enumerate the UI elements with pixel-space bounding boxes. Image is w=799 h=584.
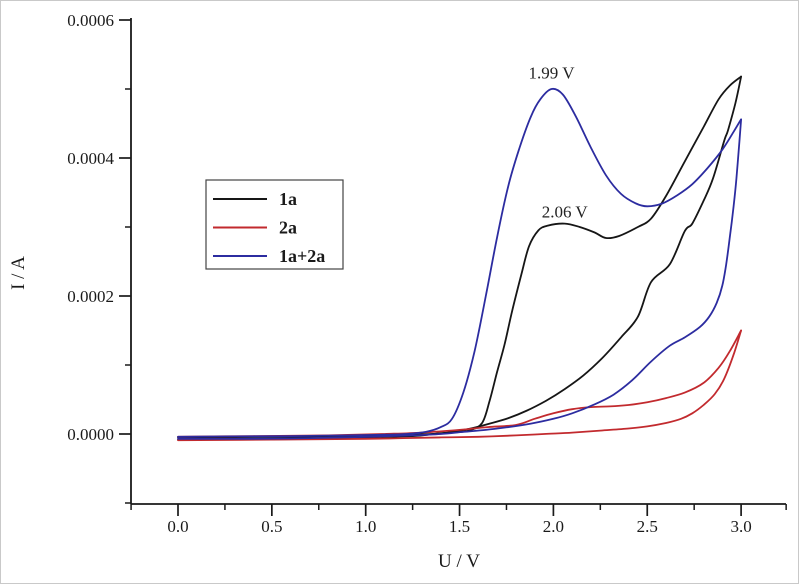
- y-tick-label: 0.0002: [67, 287, 114, 306]
- legend-border: [205, 179, 344, 270]
- curve-2a-forward: [177, 329, 742, 438]
- x-tick-label: 0.0: [167, 517, 188, 536]
- legend-box: 1a 2a 1a+2a: [205, 179, 344, 270]
- y-tick-label: 0.0006: [67, 11, 114, 30]
- y-axis-title: I / A: [8, 256, 29, 290]
- peak-label: 2.06 V: [542, 202, 589, 221]
- curves: [177, 75, 742, 442]
- y-tick-label: 0.0004: [67, 149, 114, 168]
- x-tick-label: 2.0: [543, 517, 564, 536]
- y-tick-label: 0.0000: [67, 425, 114, 444]
- curve-2a-return: [177, 329, 742, 442]
- curve-1a+2a-return: [177, 118, 742, 440]
- axis-ticks: 0.0 0.5 1.0 1.5 2.0 2.5 3.0 0.0000 0.0002 0.0004 0…: [67, 11, 787, 536]
- x-tick-label: 1.5: [449, 517, 470, 536]
- x-tick-label: 3.0: [730, 517, 751, 536]
- legend-label-2a: 2a: [279, 218, 297, 238]
- legend-label-1a: 1a: [279, 189, 297, 209]
- legend-entries: 1a 2a 1a+2a: [213, 189, 325, 266]
- x-tick-label: 0.5: [261, 517, 282, 536]
- curve-1a+2a-forward: [177, 87, 742, 438]
- peak-annotations: 1.99 V 2.06 V: [529, 64, 589, 222]
- peak-label: 1.99 V: [529, 64, 576, 83]
- x-tick-label: 2.5: [637, 517, 658, 536]
- x-tick-label: 1.0: [355, 517, 376, 536]
- legend-label-1a+2a: 1a+2a: [279, 246, 325, 266]
- x-axis-title: U / V: [438, 551, 480, 572]
